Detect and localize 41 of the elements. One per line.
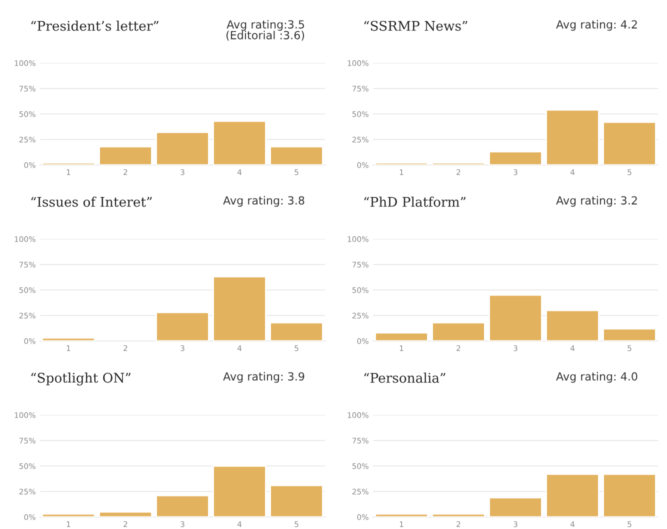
bar bbox=[156, 494, 210, 517]
bar bbox=[432, 162, 486, 165]
bar bbox=[432, 513, 486, 517]
bar bbox=[42, 513, 96, 517]
text: Avg rating: 3.2 bbox=[556, 196, 637, 207]
bar bbox=[602, 473, 656, 517]
bar bbox=[488, 294, 542, 341]
text: Avg rating: 3.9 bbox=[223, 372, 304, 383]
chart-title: “SSRMP News” bbox=[364, 20, 468, 31]
bar bbox=[270, 322, 324, 341]
bar bbox=[602, 328, 656, 341]
bar bbox=[488, 496, 542, 517]
bar bbox=[546, 310, 600, 341]
chart-title: “PhD Platform” bbox=[364, 196, 466, 207]
chart-title: “Issues of Interet” bbox=[31, 196, 152, 207]
bar bbox=[488, 151, 542, 165]
text: Avg rating: 3.8 bbox=[223, 196, 304, 207]
chart-title: “President’s letter” bbox=[31, 20, 158, 31]
bar bbox=[156, 132, 210, 165]
bar bbox=[42, 337, 96, 341]
bar bbox=[374, 513, 428, 517]
text: Avg rating: 4.2 bbox=[556, 20, 637, 31]
bar bbox=[212, 120, 266, 165]
bar bbox=[98, 146, 152, 165]
bar bbox=[270, 146, 324, 165]
bar bbox=[212, 465, 266, 517]
bar bbox=[98, 511, 152, 517]
bar bbox=[156, 312, 210, 341]
text: Avg rating:3.5 (Editorial :3.6) bbox=[226, 20, 304, 41]
bar bbox=[212, 276, 266, 341]
bar bbox=[42, 162, 96, 165]
bar bbox=[374, 332, 428, 341]
bar bbox=[432, 322, 486, 341]
bar bbox=[546, 109, 600, 165]
text: Avg rating: 4.0 bbox=[556, 372, 638, 383]
chart-title: “Personalia” bbox=[364, 372, 446, 383]
chart-title: “Spotlight ON” bbox=[31, 372, 130, 386]
bar bbox=[270, 484, 324, 517]
bar bbox=[602, 121, 656, 165]
bar bbox=[374, 162, 428, 165]
bar bbox=[546, 473, 600, 517]
